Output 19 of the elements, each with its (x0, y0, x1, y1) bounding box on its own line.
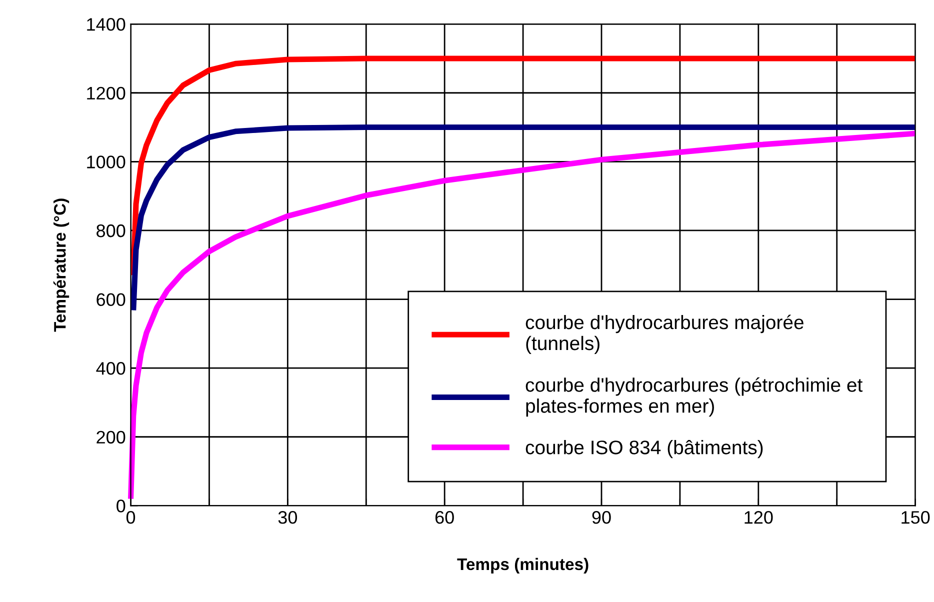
x-tick-label: 0 (126, 511, 136, 524)
y-tick-label: 600 (96, 293, 126, 306)
legend-label: courbe d'hydrocarbures (pétrochimie et plates-formes en mer) (526, 377, 863, 417)
y-tick-label: 800 (96, 224, 126, 238)
x-tick-label: 90 (592, 511, 611, 524)
x-tick-label: 30 (278, 511, 298, 524)
y-tick-label: 1200 (87, 86, 126, 100)
x-axis-title: Temps (minutes) (457, 558, 588, 574)
y-tick-label: 200 (96, 430, 126, 444)
x-tick-label: 150 (902, 511, 930, 524)
x-tick-label: 120 (744, 511, 773, 524)
y-axis-title: Température (°C) (53, 198, 70, 332)
y-tick-label: 1400 (87, 18, 126, 31)
y-tick-label: 1000 (87, 156, 126, 168)
x-tick-label: 60 (435, 511, 454, 524)
y-tick-label: 0 (116, 500, 126, 512)
legend-label: courbe ISO 834 (bâtiments) (526, 440, 763, 458)
legend-label: courbe d'hydrocarbures majorée (tunnels) (526, 314, 804, 354)
y-tick-label: 400 (96, 362, 126, 375)
